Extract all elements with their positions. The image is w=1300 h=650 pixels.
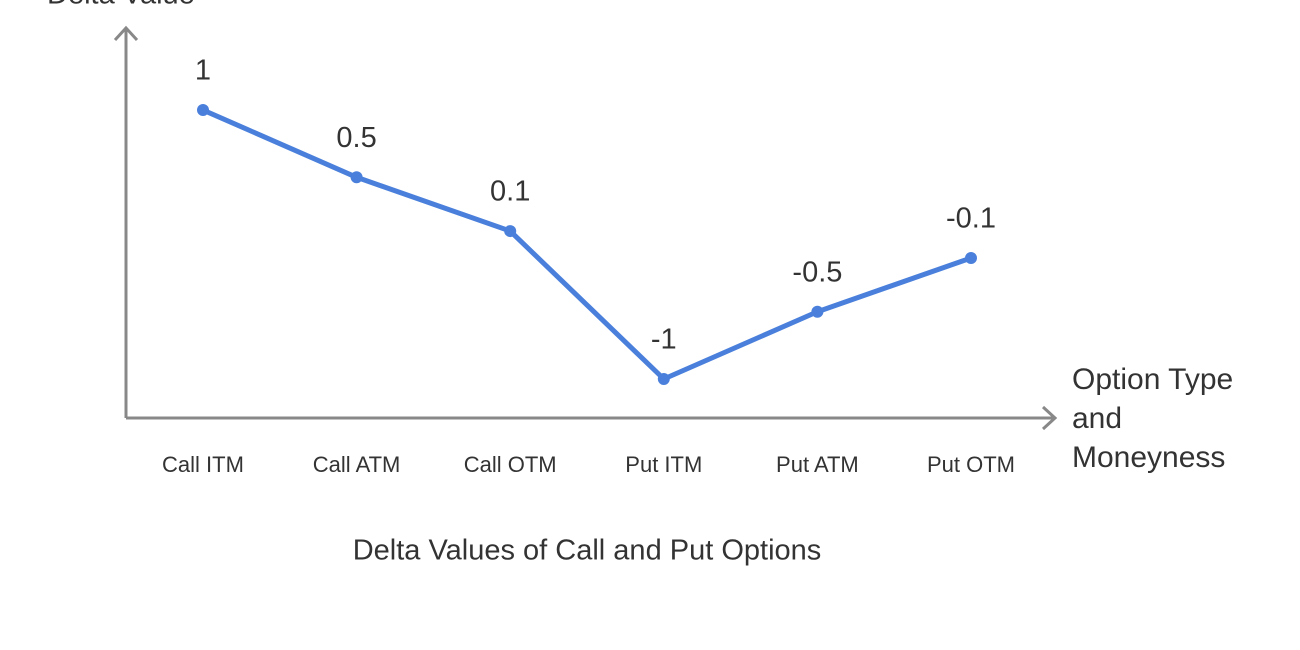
data-label: 0.1 [490, 176, 530, 208]
x-tick-label: Call OTM [464, 452, 557, 477]
data-point [657, 373, 670, 385]
data-line [201, 107, 972, 382]
data-label: -0.1 [946, 203, 996, 235]
y-axis-label: Delta Value [47, 0, 195, 11]
data-point [811, 305, 824, 318]
y-axis-arrow [113, 25, 139, 42]
data-label: 0.5 [336, 122, 376, 154]
x-tick-label: Put OTM [927, 452, 1015, 477]
data-label: -0.5 [792, 256, 842, 288]
x-tick-label: Call ITM [162, 452, 244, 477]
data-point [350, 171, 363, 184]
data-point [504, 225, 517, 238]
data-point [197, 104, 209, 117]
chart-title: Delta Values of Call and Put Options [353, 535, 822, 567]
x-axis-arrow [1041, 405, 1058, 431]
data-label: 1 [195, 55, 211, 87]
x-tick-label: Put ITM [625, 452, 702, 477]
data-point [965, 251, 977, 264]
x-tick-label: Call ATM [313, 452, 401, 477]
x-tick-label: Put ATM [776, 452, 859, 477]
data-label: -1 [651, 324, 677, 356]
x-axis-label: Option Type and Moneyness [1072, 363, 1234, 474]
